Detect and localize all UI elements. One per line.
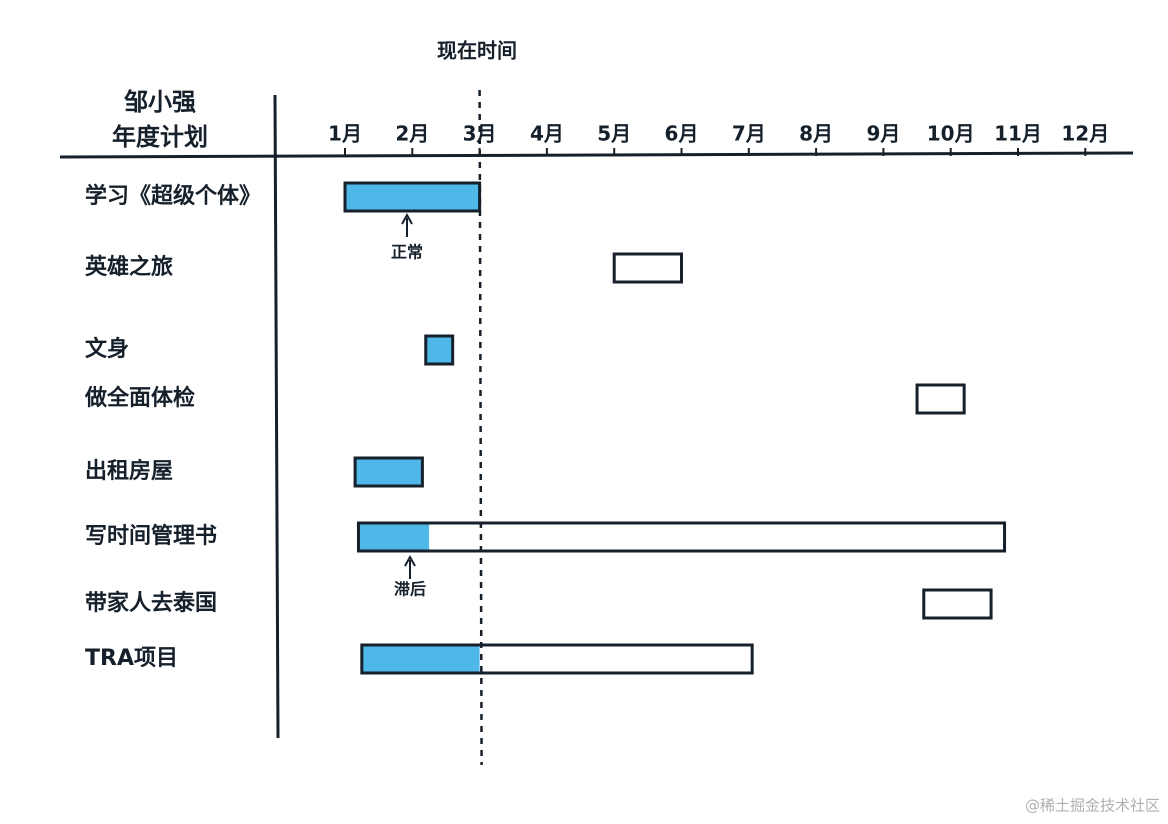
task-bar [612,252,684,284]
task-bar [915,383,966,415]
x-tick-label: 7月 [732,122,766,146]
now-label: 现在时间 [437,39,517,63]
task-label: 带家人去泰国 [85,590,217,616]
x-tick-label: 1月 [328,122,362,146]
progress-bar [425,336,453,364]
annotation: 滞后 [394,580,426,599]
task-bar [353,456,424,488]
x-tick-label: 9月 [866,122,900,146]
progress-bar [355,458,423,486]
task-label: 做全面体检 [84,385,195,411]
x-tick-label: 11月 [994,122,1042,146]
task-label: 写时间管理书 [85,523,217,549]
task-bar [343,181,482,213]
task-label: 英雄之旅 [85,254,173,280]
x-tick-label: 8月 [799,122,833,146]
x-tick-label: 5月 [597,122,631,146]
task-bar [356,521,1007,553]
progress-bar [345,183,480,211]
task-bar [424,334,455,366]
x-tick-label: 2月 [395,122,429,146]
task-label: 文身 [85,336,129,362]
x-tick-label: 4月 [530,122,564,146]
task-bar [922,588,993,620]
x-axis-line [59,151,1134,159]
title-line: 邹小强 [124,88,196,116]
task-bar [360,643,754,675]
task-label: 出租房屋 [85,458,173,484]
x-tick-label: 10月 [927,122,975,146]
watermark: @稀土掘金技术社区 [1025,797,1160,815]
x-tick-label: 6月 [665,122,699,146]
task-label: TRA项目 [85,646,178,671]
annotation-arrowhead [401,212,413,225]
title-line: 年度计划 [112,123,208,151]
x-tick-label: 12月 [1061,122,1109,146]
annotation-arrowhead [404,554,416,567]
y-axis-line [273,94,280,739]
progress-bar [358,523,430,551]
annotation: 正常 [391,243,423,262]
task-label: 学习《超级个体》 [85,183,261,209]
progress-bar [361,645,480,673]
